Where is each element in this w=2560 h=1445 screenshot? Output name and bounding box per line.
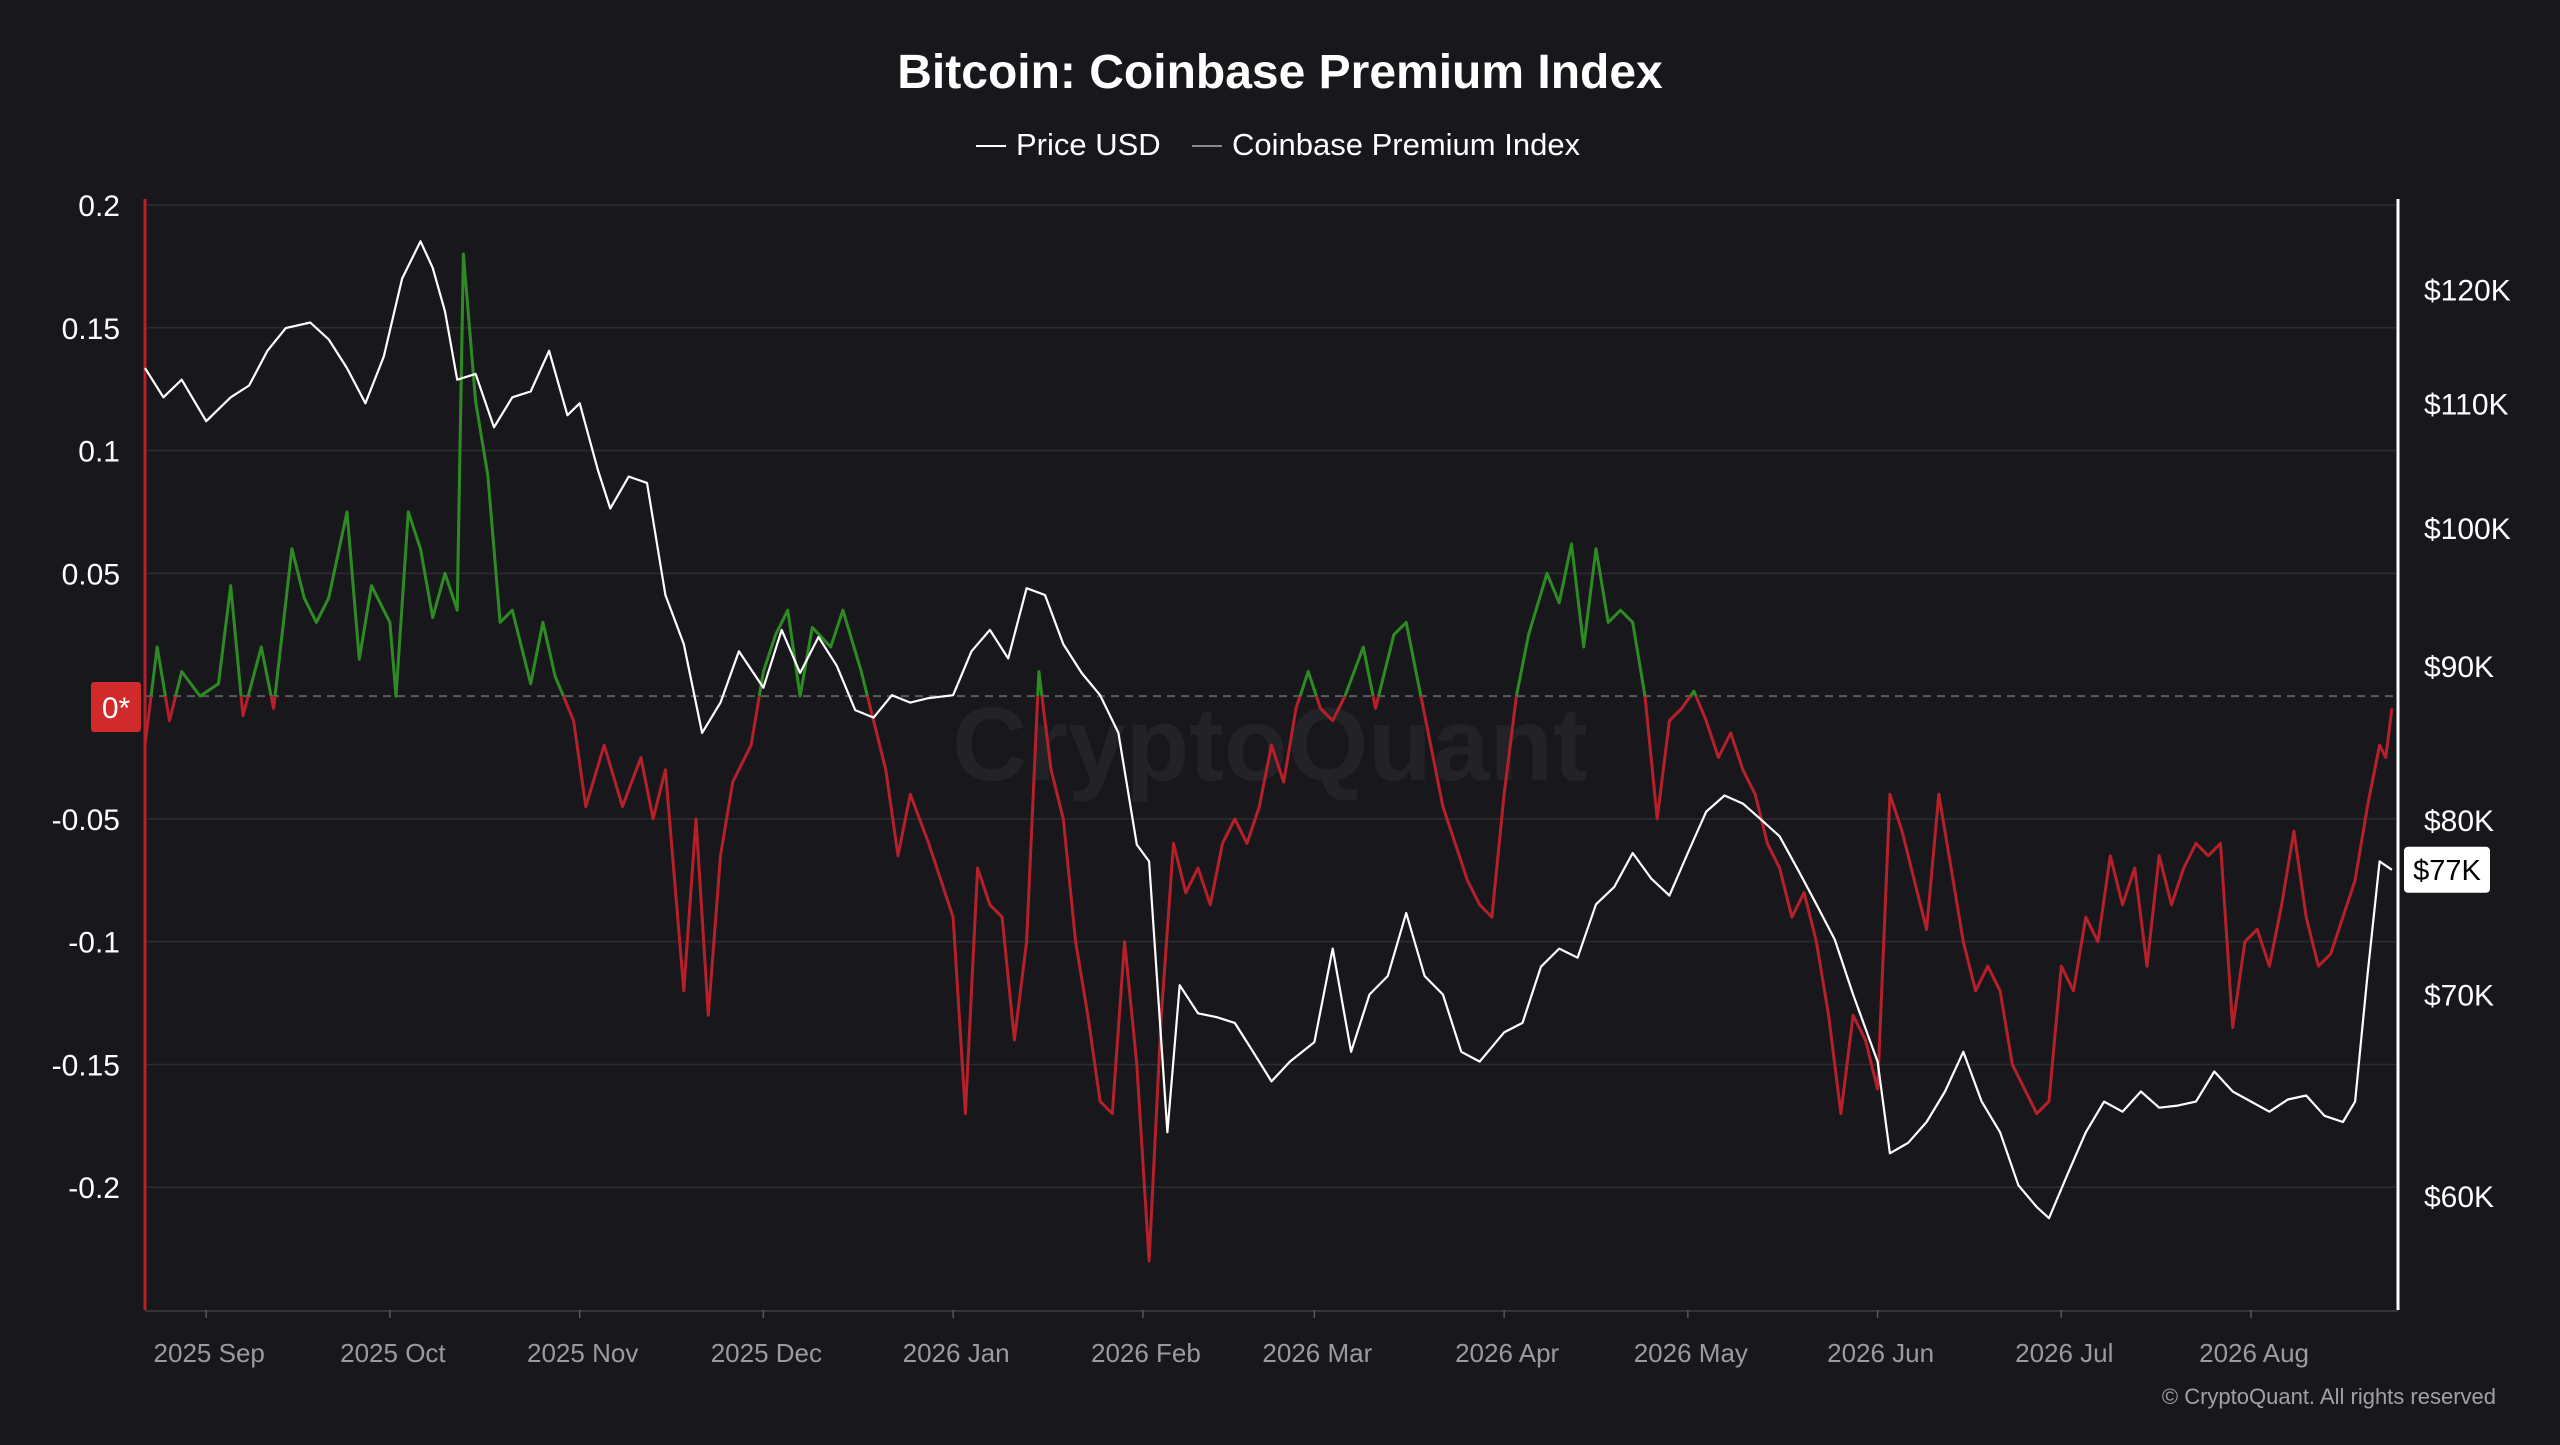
right-axis-tick-label: $120K: [2424, 274, 2511, 307]
premium-segment-negative: [1694, 695, 2394, 1116]
watermark: CryptoQuant: [952, 687, 1588, 803]
x-axis-tick-label: 2026 Jul: [2015, 1338, 2113, 1368]
x-axis-tick-label: 2026 Mar: [1262, 1338, 1372, 1368]
premium-segment-positive: [273, 252, 565, 698]
left-axis-tick-label: 0.15: [62, 313, 120, 346]
x-axis-tick-label: 2025 Oct: [340, 1338, 446, 1368]
current-price-badge: $77K: [2404, 846, 2490, 893]
legend-label-price-usd: Price USD: [1016, 127, 1161, 162]
premium-segment-positive: [1036, 670, 1044, 697]
left-axis-tick-label: -0.2: [68, 1172, 120, 1205]
right-axis-ticks: $120K $110K $100K $90K $80K $70K $60K: [2424, 274, 2511, 1214]
left-axis-tick-label: 0.2: [78, 190, 120, 223]
x-axis-tick-label: 2026 Jan: [903, 1338, 1010, 1368]
x-axis-ticks: 2025 Sep 2025 Oct 2025 Nov 2025 Dec 2026 Jan…: [154, 1310, 2309, 1368]
premium-segment-positive: [149, 645, 167, 697]
x-axis-tick-label: 2025 Sep: [154, 1338, 265, 1368]
left-axis-tick-label: -0.15: [52, 1049, 120, 1082]
premium-segment-negative: [562, 695, 761, 1017]
premium-segment-negative: [239, 695, 250, 718]
premium-segment-positive: [1298, 670, 1318, 697]
zero-badge: 0*: [91, 682, 141, 732]
premium-segment-negative: [1419, 695, 1518, 919]
right-axis-tick-label: $100K: [2424, 513, 2511, 546]
chart-title: Bitcoin: Coinbase Premium Index: [897, 46, 1663, 99]
legend-item-price-usd[interactable]: Price USD: [976, 127, 1161, 162]
right-axis-tick-label: $80K: [2424, 805, 2494, 838]
premium-segment-positive: [246, 645, 273, 697]
premium-segment-negative: [865, 695, 1040, 1116]
copyright: © CryptoQuant. All rights reserved: [2162, 1384, 2496, 1409]
x-axis-tick-label: 2026 Feb: [1091, 1338, 1201, 1368]
price-line: [144, 240, 2393, 1220]
premium-segment-positive: [1514, 542, 1647, 697]
zero-badge-background: [91, 682, 141, 732]
current-price-badge-background: [2404, 846, 2490, 893]
legend[interactable]: Price USD Coinbase Premium Index: [976, 127, 1581, 162]
zero-badge-label: 0*: [102, 692, 131, 725]
left-axis-ticks: 0.2 0.15 0.1 0.05 -0.05 -0.1 -0.15 -0.2: [52, 190, 120, 1205]
series-price-usd: [144, 240, 2393, 1220]
x-axis-tick-label: 2025 Nov: [527, 1338, 638, 1368]
x-axis-tick-label: 2026 Aug: [2199, 1338, 2309, 1368]
premium-segment-positive: [1343, 645, 1375, 697]
premium-segment-negative: [163, 695, 178, 723]
axes: [143, 199, 2400, 1312]
x-axis-tick-label: 2026 Apr: [1455, 1338, 1559, 1368]
grid: [145, 204, 2398, 1188]
right-axis-tick-label: $110K: [2424, 388, 2509, 421]
premium-segment-negative: [1643, 695, 1692, 821]
left-axis-tick-label: 0.1: [78, 436, 120, 469]
premium-segment-positive: [1377, 620, 1423, 697]
left-axis-tick-label: -0.1: [68, 927, 120, 960]
right-axis-tick-label: $70K: [2424, 980, 2494, 1013]
premium-segment-negative: [1314, 695, 1347, 723]
premium-segment-negative: [269, 695, 277, 710]
legend-label-coinbase-premium-index: Coinbase Premium Index: [1232, 127, 1581, 162]
left-axis-tick-label: 0.05: [62, 558, 120, 591]
x-axis-tick-label: 2026 Jun: [1827, 1338, 1934, 1368]
premium-segment-positive: [1689, 689, 1698, 697]
x-axis-tick-label: 2026 May: [1634, 1338, 1748, 1368]
current-price-label: $77K: [2413, 855, 2481, 887]
premium-segment-negative: [1040, 695, 1302, 1263]
right-axis-tick-label: $90K: [2424, 651, 2494, 684]
legend-item-coinbase-premium-index[interactable]: Coinbase Premium Index: [1192, 127, 1581, 162]
x-axis-tick-label: 2025 Dec: [711, 1338, 822, 1368]
premium-segment-positive: [174, 584, 243, 698]
premium-segment-negative: [143, 695, 153, 746]
premium-segment-negative: [1371, 695, 1381, 710]
series-coinbase-premium-index: [143, 252, 2394, 1263]
left-axis-tick-label: -0.05: [52, 804, 120, 837]
right-axis-tick-label: $60K: [2424, 1181, 2494, 1214]
